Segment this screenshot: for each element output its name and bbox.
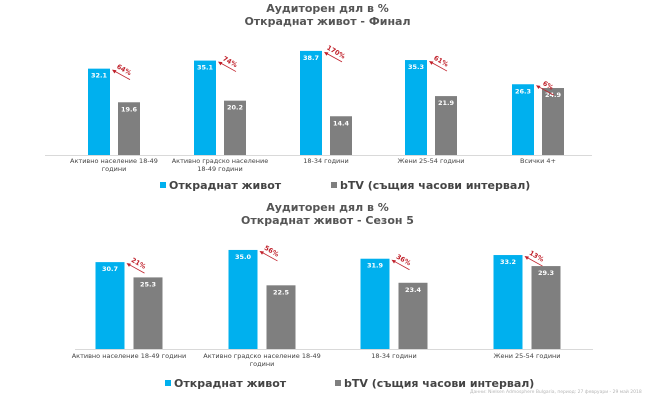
growth-arrow-head-icon — [524, 256, 529, 260]
category-label: Активно население 18-49 години — [72, 352, 187, 360]
category-label: години — [250, 360, 275, 368]
legend-label: bTV (същия часови интервал) — [340, 179, 531, 192]
growth-arrow-line — [129, 264, 145, 274]
chart2-subtitle: Откраднат живот - Сезон 5 — [241, 214, 414, 227]
legend-swatch-blue — [165, 380, 171, 386]
growth-arrow-line — [538, 86, 555, 96]
bar-series1 — [194, 60, 216, 155]
chart1-legend-series1: Откраднат живот — [160, 179, 281, 192]
data-label-series2: 14.4 — [333, 119, 350, 127]
data-label-series2: 25.3 — [140, 280, 156, 288]
legend-label: bTV (същия часови интервал) — [344, 377, 535, 390]
data-label-series1: 38.7 — [303, 54, 319, 62]
bar-series2 — [435, 96, 457, 155]
chart2-title-block: Аудиторен дял в % Откраднат живот - Сезо… — [0, 201, 655, 227]
bar-series1 — [228, 249, 258, 349]
category-label: Активно градско население 18-49 — [203, 352, 320, 360]
chart1-title-block: Аудиторен дял в % Откраднат живот - Фина… — [0, 2, 655, 28]
data-label-series2: 19.6 — [121, 105, 138, 113]
data-label-series1: 35.0 — [235, 253, 252, 261]
growth-arrow-line — [394, 261, 410, 271]
growth-annotation: 61% — [432, 54, 450, 69]
growth-arrow-head-icon — [536, 85, 541, 90]
data-label-series2: 20.2 — [227, 104, 243, 112]
source-footnote: Данни: Nielsen Admosphere Bulgaria, пери… — [470, 390, 642, 395]
bar-series1 — [512, 84, 534, 155]
bar-series2 — [398, 282, 428, 349]
category-label: години — [102, 165, 127, 173]
growth-arrow-head-icon — [324, 51, 329, 56]
bar-series1 — [95, 262, 125, 349]
category-label: Жени 25-54 години — [493, 352, 560, 360]
growth-arrow-head-icon — [112, 69, 117, 74]
growth-arrow-head-icon — [259, 250, 264, 255]
legend-label: Откраднат живот — [174, 377, 287, 390]
category-label: Всички 4+ — [520, 157, 556, 165]
data-label-series1: 32.1 — [91, 72, 108, 80]
bar-series2 — [266, 285, 296, 349]
growth-arrow-line — [326, 53, 343, 63]
growth-arrow-line — [262, 252, 278, 262]
bar-series1 — [493, 255, 523, 349]
bar-series1 — [360, 258, 390, 349]
bar-series2 — [224, 100, 246, 155]
bar-series1 — [405, 60, 427, 155]
growth-arrow-head-icon — [126, 263, 131, 267]
growth-arrow-head-icon — [218, 61, 223, 66]
legend-swatch-gray — [331, 182, 337, 188]
data-label-series1: 33.2 — [500, 258, 516, 266]
data-label-series2: 23.4 — [405, 286, 422, 294]
chart2-legend-series1: Откраднат живот — [165, 377, 286, 390]
bar-series2 — [531, 266, 561, 349]
bar-series2 — [542, 88, 564, 155]
legend-label: Откраднат живот — [169, 179, 282, 192]
data-label-series1: 30.7 — [102, 265, 118, 273]
growth-annotation: 74% — [221, 54, 239, 69]
growth-annotation: 36% — [395, 253, 413, 268]
bar-series1 — [88, 68, 110, 155]
category-label: Активно градско население — [172, 157, 269, 165]
category-label: 18-34 години — [371, 352, 417, 360]
growth-annotation: 21% — [130, 256, 148, 271]
growth-annotation: 56% — [263, 244, 281, 259]
data-label-series1: 35.3 — [408, 63, 424, 71]
legend-swatch-gray — [335, 380, 341, 386]
bar-series2 — [118, 102, 140, 155]
data-label-series2: 29.3 — [538, 269, 554, 277]
data-label-series2: 21.9 — [438, 99, 455, 107]
category-label: 18-34 години — [303, 157, 349, 165]
chart1-title: Аудиторен дял в % — [266, 2, 389, 15]
category-label: Активно население 18-49 — [70, 157, 158, 165]
data-label-series1: 26.3 — [515, 87, 531, 95]
growth-annotation: 64% — [115, 63, 133, 78]
chart2-title: Аудиторен дял в % — [266, 201, 389, 214]
legend-swatch-blue — [160, 182, 166, 188]
chart2-legend-series2: bTV (същия часови интервал) — [335, 377, 534, 390]
growth-arrow-line — [527, 257, 543, 267]
bar-series2 — [133, 277, 163, 349]
chart1-legend-series2: bTV (същия часови интервал) — [331, 179, 530, 192]
growth-arrow-head-icon — [391, 259, 396, 264]
data-label-series1: 35.1 — [197, 64, 214, 72]
category-label: Жени 25-54 години — [397, 157, 464, 165]
growth-arrow-head-icon — [429, 61, 434, 65]
growth-arrow-line — [114, 71, 131, 81]
chart1-subtitle: Откраднат живот - Финал — [244, 15, 411, 28]
bar-series2 — [330, 116, 352, 155]
growth-arrow-line — [220, 62, 237, 72]
growth-arrow-line — [431, 62, 448, 72]
data-label-series2: 22.5 — [273, 288, 290, 296]
category-label: 18-49 години — [197, 165, 243, 173]
growth-annotation: 13% — [528, 249, 546, 264]
data-label-series1: 31.9 — [367, 262, 384, 270]
bar-series1 — [300, 50, 322, 155]
